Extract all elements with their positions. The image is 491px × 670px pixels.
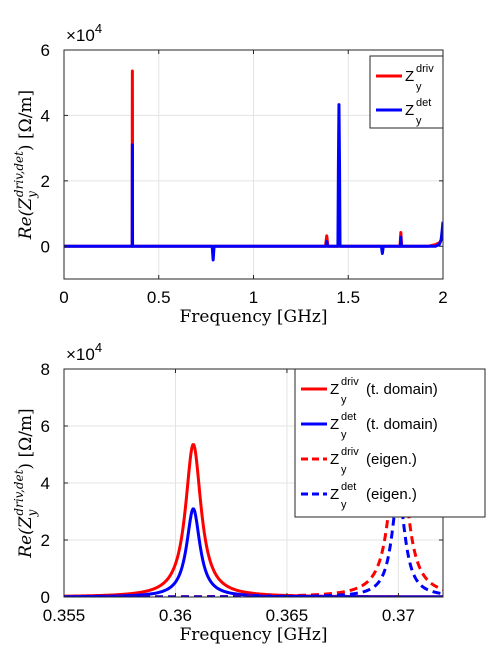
x-axis-label: Frequency [GHz] — [180, 307, 328, 327]
legend-label-sup: det — [341, 411, 356, 423]
legend-label-base: Z — [330, 486, 339, 503]
legend-label-sub: y — [416, 115, 422, 127]
y-axis-label: Re(Zydriv,det) [Ω/m] — [12, 408, 39, 558]
x-tick-label: 0.355 — [43, 606, 86, 625]
chart-1: 0 0.5 1 1.5 2 0 2 4 6 ×104 Frequency [GHz] Re(Zydri… — [12, 21, 448, 327]
axis-multiplier: ×104 — [66, 340, 102, 364]
series-line-2 — [64, 103, 443, 262]
legend-label-sub: y — [341, 499, 347, 511]
legend-label-base: Z — [330, 451, 339, 468]
y-tick-label: 4 — [41, 474, 50, 493]
axis-multiplier: ×104 — [66, 21, 102, 45]
y-tick-label: 6 — [41, 417, 50, 436]
x-tick-label: 0.365 — [266, 606, 309, 625]
x-tick-label: 2 — [438, 288, 447, 307]
legend-label-base: Z — [330, 381, 339, 398]
legend-label-sub: y — [341, 429, 347, 441]
x-tick-label: 1.5 — [336, 288, 360, 307]
x-axis-label: Frequency [GHz] — [180, 625, 328, 645]
legend-label-base: Z — [405, 68, 414, 85]
legend-label-suffix: (t. domain) — [366, 416, 438, 433]
legend-label-suffix: (t. domain) — [366, 381, 438, 398]
legend-box — [369, 55, 444, 129]
legend-label-sub: y — [341, 394, 347, 406]
legend-label-sup: driv — [341, 446, 359, 458]
x-tick-label: 0.36 — [159, 606, 192, 625]
legend-label-suffix: (eigen.) — [366, 451, 417, 468]
legend-label-base: Z — [330, 416, 339, 433]
y-axis-label: Re(Zydriv,det) [Ω/m] — [12, 90, 39, 240]
legend-label-sup: det — [416, 97, 431, 109]
legend-box — [294, 368, 486, 518]
y-tick-label: 0 — [41, 588, 50, 607]
legend-label-suffix: (eigen.) — [366, 486, 417, 503]
x-tick-label: 0.37 — [382, 606, 415, 625]
legend-label-sub: y — [341, 464, 347, 476]
legend-label-sup: driv — [416, 63, 434, 75]
x-tick-label: 0.5 — [147, 288, 171, 307]
x-tick-label: 0 — [59, 288, 68, 307]
y-tick-label: 4 — [41, 106, 50, 125]
legend-label-sup: driv — [341, 376, 359, 388]
y-tick-label: 2 — [41, 172, 50, 191]
y-tick-label: 0 — [41, 237, 50, 256]
y-tick-label: 2 — [41, 531, 50, 550]
legend-label-base: Z — [405, 102, 414, 119]
x-tick-label: 1 — [249, 288, 258, 307]
plot-area — [64, 69, 443, 262]
chart-2: 0.355 0.36 0.365 0.37 0 2 4 6 8 ×104 Frequency [GH… — [12, 340, 486, 645]
legend-label-sup: det — [341, 481, 356, 493]
legend-label-sub: y — [416, 81, 422, 93]
y-tick-label: 6 — [41, 41, 50, 60]
y-tick-label: 8 — [41, 360, 50, 379]
